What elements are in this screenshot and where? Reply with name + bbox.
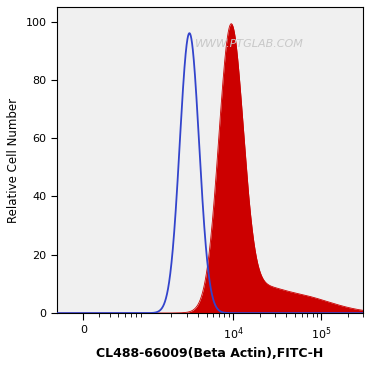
X-axis label: CL488-66009(Beta Actin),FITC-H: CL488-66009(Beta Actin),FITC-H bbox=[96, 347, 324, 360]
Y-axis label: Relative Cell Number: Relative Cell Number bbox=[7, 98, 20, 222]
Text: WWW.PTGLAB.COM: WWW.PTGLAB.COM bbox=[195, 39, 304, 49]
